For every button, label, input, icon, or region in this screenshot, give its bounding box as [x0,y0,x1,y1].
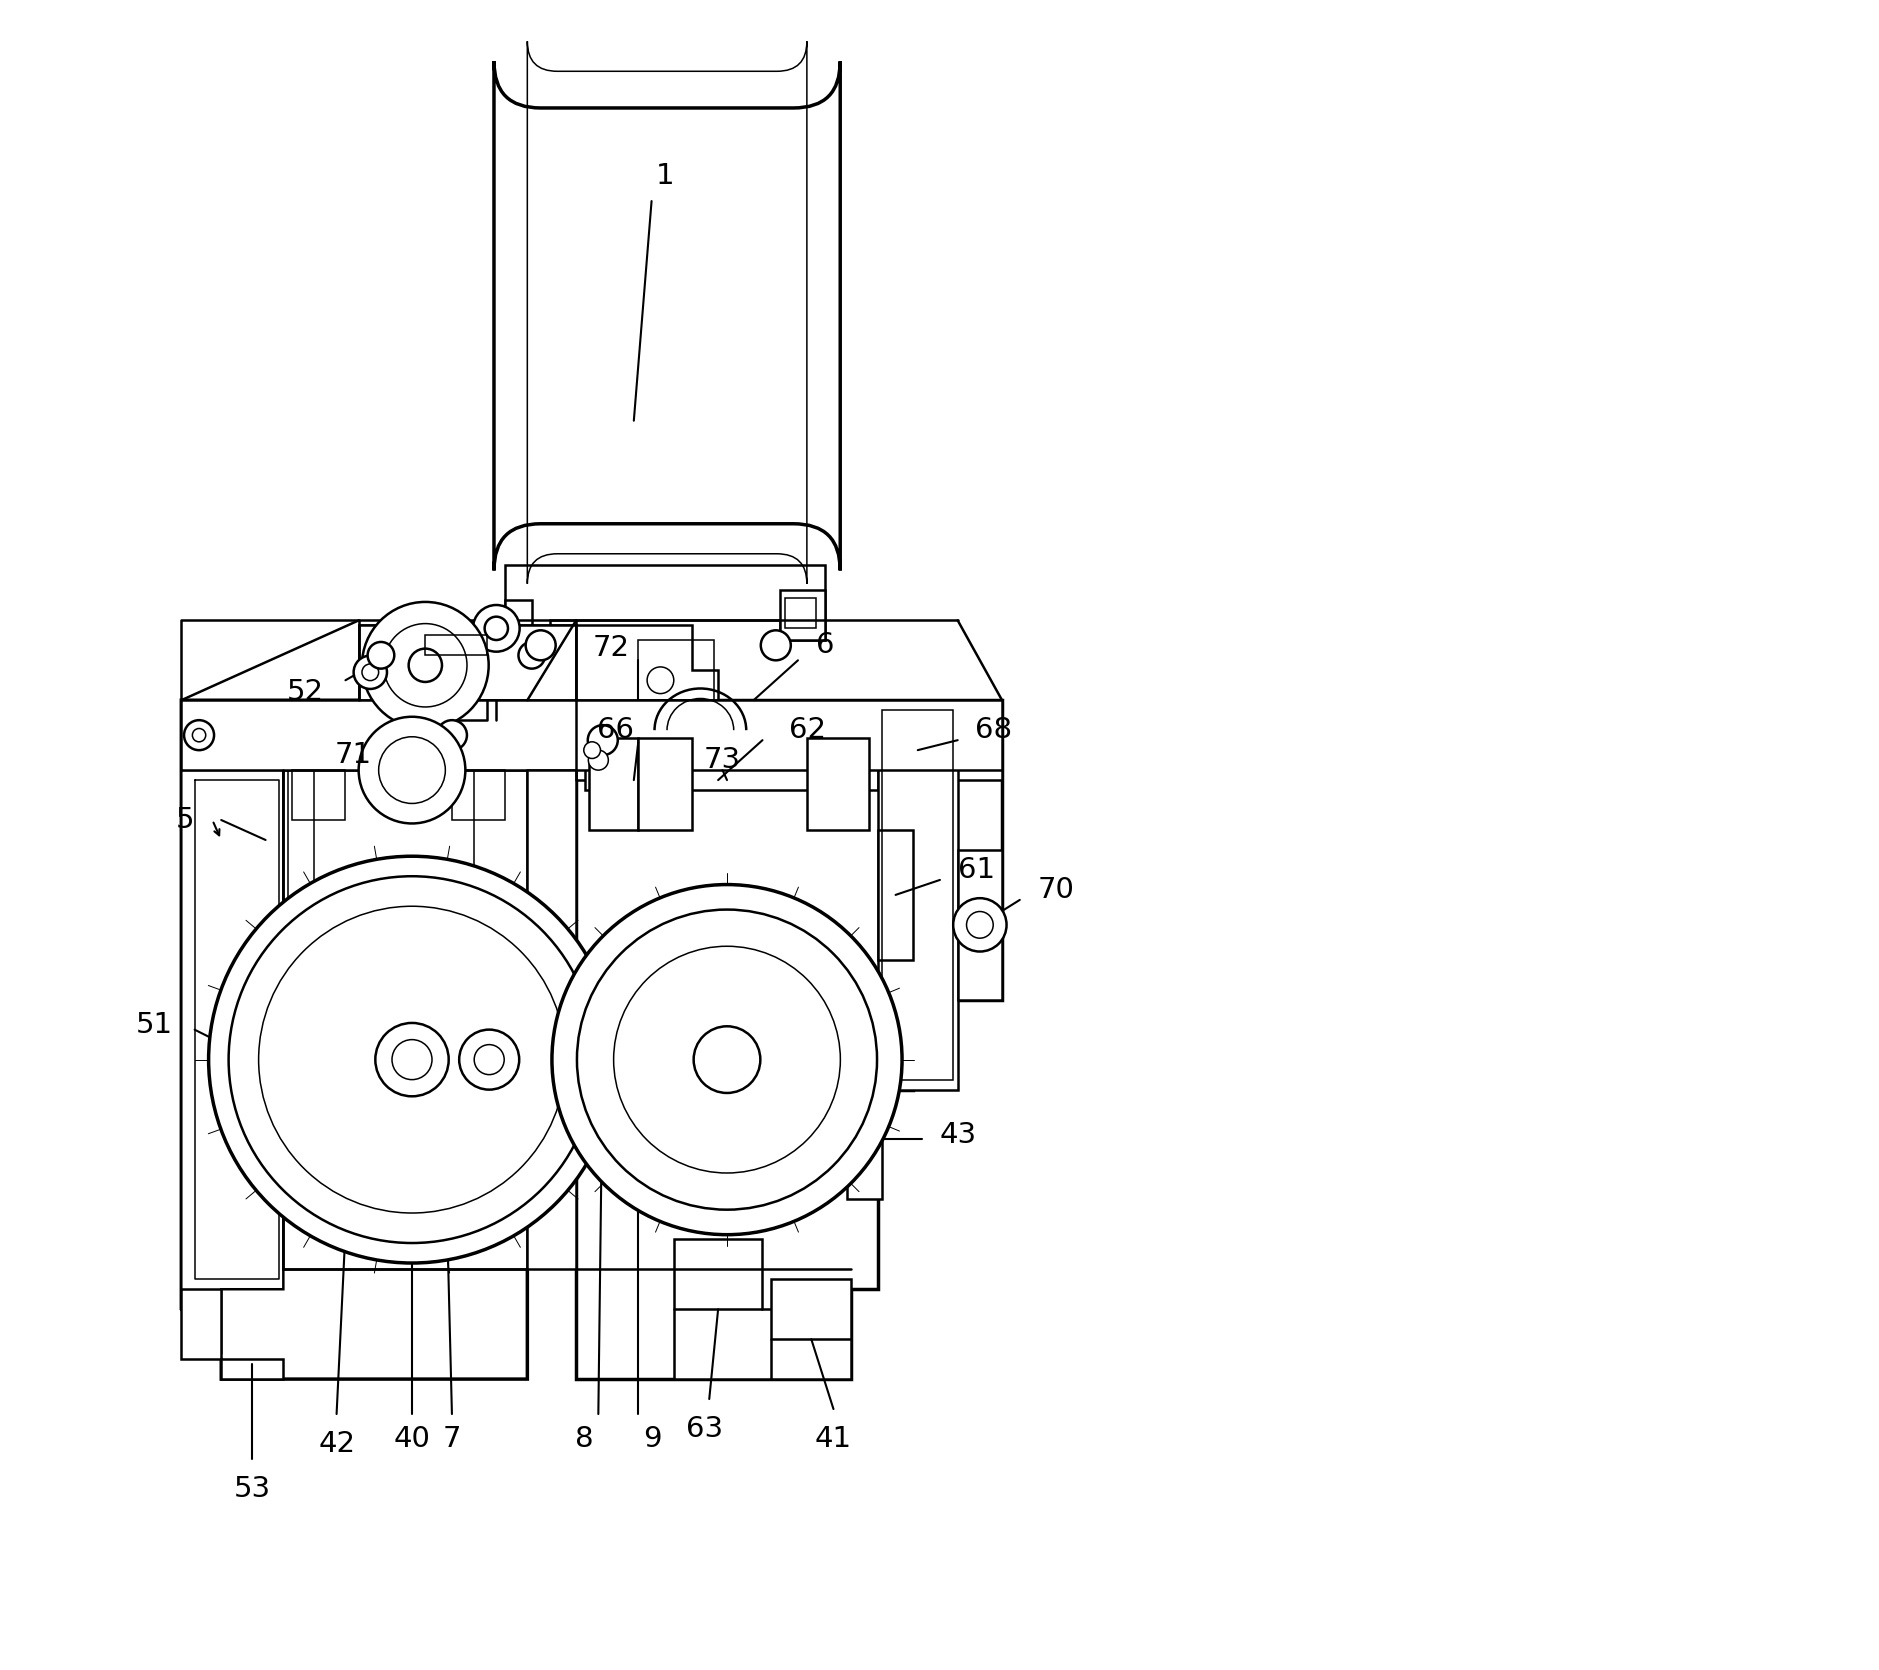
FancyBboxPatch shape [494,62,840,571]
Circle shape [192,728,205,741]
Circle shape [693,1027,761,1092]
Circle shape [229,877,596,1242]
Circle shape [761,630,791,660]
Text: 66: 66 [598,716,633,745]
Polygon shape [505,566,825,640]
Text: 63: 63 [686,1414,723,1443]
Polygon shape [479,601,532,640]
Bar [425,635,487,655]
Polygon shape [180,700,528,770]
Bar [584,989,620,1032]
Text: 72: 72 [592,635,629,663]
Polygon shape [222,1359,284,1379]
Circle shape [519,641,545,668]
Circle shape [966,912,994,939]
Circle shape [588,725,618,755]
Polygon shape [877,700,958,1089]
Bar [806,738,868,830]
Bar [622,989,656,1032]
Polygon shape [359,625,577,700]
Polygon shape [359,625,577,710]
Circle shape [259,907,566,1212]
Bar [297,989,319,1035]
Bar [639,738,691,830]
Circle shape [380,736,445,803]
Text: 9: 9 [643,1425,661,1453]
Text: 73: 73 [705,746,740,775]
Circle shape [363,601,489,728]
Text: 6: 6 [815,631,834,660]
Polygon shape [958,850,1002,1000]
Bar [457,1012,505,1045]
Text: 8: 8 [575,1425,594,1453]
Text: 1: 1 [656,162,675,190]
Polygon shape [772,1279,851,1379]
Text: 5: 5 [177,807,195,833]
Circle shape [363,665,380,681]
Text: 41: 41 [815,1425,851,1453]
Circle shape [577,910,877,1209]
Circle shape [646,666,675,693]
Polygon shape [284,770,528,1269]
Circle shape [368,641,395,668]
Bar [293,770,346,820]
Circle shape [209,857,616,1263]
Bar [310,1191,381,1224]
Text: 7: 7 [443,1425,460,1453]
Polygon shape [180,1289,222,1359]
Circle shape [588,750,609,770]
Text: 62: 62 [789,716,827,745]
Bar [586,1015,618,1040]
Circle shape [458,1030,519,1089]
Bar [590,738,639,830]
Text: 71: 71 [334,741,372,770]
Polygon shape [180,700,1002,770]
Circle shape [408,648,442,681]
Circle shape [614,947,840,1172]
Text: 43: 43 [940,1121,977,1149]
Bar [453,770,505,820]
Text: 52: 52 [286,678,323,706]
Polygon shape [577,625,718,710]
Bar [785,598,815,628]
Text: 53: 53 [233,1475,271,1503]
Circle shape [584,741,601,758]
Circle shape [438,720,468,750]
Polygon shape [847,1079,883,1199]
Polygon shape [780,591,825,640]
Circle shape [359,716,466,823]
Circle shape [474,605,520,651]
Polygon shape [584,720,877,790]
Circle shape [526,630,556,660]
Circle shape [383,623,468,706]
Polygon shape [180,770,284,1354]
Text: 42: 42 [318,1430,355,1458]
Circle shape [376,1024,449,1096]
Polygon shape [180,700,528,1379]
Text: 40: 40 [393,1425,430,1453]
Text: 70: 70 [1037,875,1075,903]
Circle shape [393,1040,432,1079]
Circle shape [552,885,902,1234]
Circle shape [353,656,387,690]
Circle shape [184,720,214,750]
Circle shape [474,1045,504,1074]
Text: 68: 68 [975,716,1013,745]
Polygon shape [577,700,1002,1379]
Polygon shape [675,1239,789,1379]
Circle shape [953,898,1007,952]
Text: 51: 51 [135,1010,173,1039]
Polygon shape [577,700,1002,780]
Circle shape [485,616,507,640]
Polygon shape [877,830,913,960]
Polygon shape [528,770,577,1269]
Bar [314,1214,376,1234]
Text: 61: 61 [958,857,994,883]
